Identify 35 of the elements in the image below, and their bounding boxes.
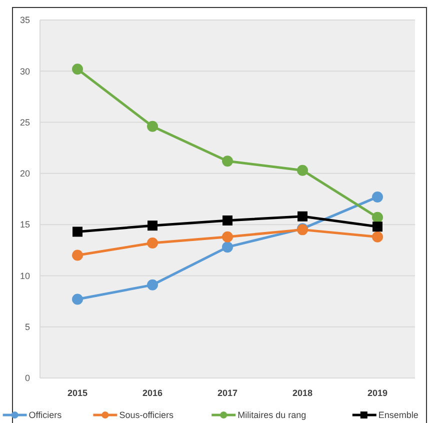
y-tick-label: 25 <box>20 117 30 128</box>
x-tick-label: 2018 <box>292 388 313 398</box>
legend-label: Sous-officiers <box>119 410 174 420</box>
x-tick-label: 2017 <box>217 388 238 398</box>
y-tick-label: 35 <box>20 15 30 26</box>
x-tick-label: 2015 <box>67 388 88 398</box>
y-tick-label: 10 <box>20 270 30 281</box>
point <box>72 294 83 305</box>
point <box>372 212 383 223</box>
y-tick-label: 20 <box>20 168 30 179</box>
legend-label: Militaires du rang <box>238 410 306 420</box>
point <box>147 120 158 132</box>
point <box>222 215 232 226</box>
x-tick-label: 2016 <box>142 388 163 398</box>
y-tick-label: 5 <box>24 322 30 332</box>
point <box>148 220 158 231</box>
point <box>72 64 83 75</box>
y-tick-label: 30 <box>20 66 30 76</box>
point <box>147 237 158 248</box>
point <box>222 156 233 167</box>
legend-label: Ensemble <box>378 410 418 420</box>
point <box>222 242 233 253</box>
point <box>72 250 83 261</box>
legend-label: Officiers <box>28 410 62 420</box>
x-tick-label: 2019 <box>367 388 388 398</box>
point <box>298 211 308 222</box>
point <box>297 164 308 176</box>
y-tick-label: 0 <box>24 373 30 384</box>
point <box>372 222 382 232</box>
point <box>147 279 158 290</box>
y-tick-label: 15 <box>20 220 30 230</box>
point <box>72 226 82 237</box>
point <box>222 231 233 242</box>
point <box>372 231 383 242</box>
point <box>372 191 383 202</box>
